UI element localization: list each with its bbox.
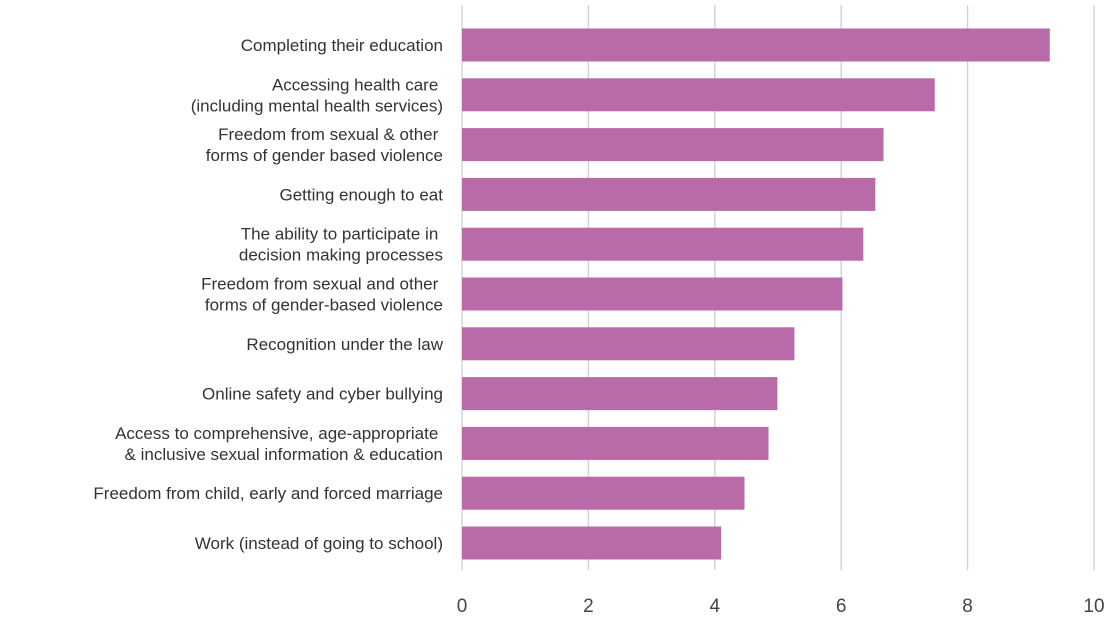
bars (462, 28, 1050, 560)
category-label-3: Getting enough to eat (279, 185, 443, 204)
bar-4 (462, 227, 864, 261)
category-label-line: Getting enough to eat (279, 185, 443, 204)
category-label-line: Freedom from child, early and forced mar… (93, 484, 443, 503)
bar-2 (462, 128, 884, 162)
category-label-line: Access to comprehensive, age-appropriate (115, 424, 443, 443)
bar-0 (462, 28, 1050, 62)
bar-10 (462, 526, 722, 560)
category-label-line: decision making processes (239, 246, 443, 265)
category-label-1: Accessing health care (including mental … (191, 75, 443, 115)
category-label-line: Freedom from sexual and other (201, 275, 443, 294)
x-tick-label-3: 6 (836, 596, 847, 617)
category-label-line: Freedom from sexual & other (218, 125, 443, 144)
bar-8 (462, 426, 769, 460)
bar-7 (462, 377, 778, 411)
x-tick-label-1: 2 (583, 596, 594, 617)
x-tick-label-2: 4 (710, 596, 721, 617)
bar-5 (462, 277, 843, 311)
category-label-line: forms of gender-based violence (205, 296, 443, 315)
category-label-line: (including mental health services) (191, 96, 443, 115)
category-label-6: Recognition under the law (246, 335, 443, 354)
category-label-line: Online safety and cyber bullying (202, 385, 443, 404)
category-label-10: Work (instead of going to school) (195, 534, 443, 553)
category-label-4: The ability to participate in decision m… (239, 225, 443, 265)
bar-9 (462, 476, 745, 510)
bar-1 (462, 78, 935, 112)
bar-6 (462, 327, 795, 361)
category-labels: Completing their education Accessing heal… (93, 36, 443, 553)
category-label-9: Freedom from child, early and forced mar… (93, 484, 443, 503)
category-label-2: Freedom from sexual & other forms of gen… (206, 125, 443, 165)
category-label-0: Completing their education (241, 36, 443, 55)
category-label-line: Recognition under the law (246, 335, 443, 354)
category-label-5: Freedom from sexual and other forms of g… (201, 275, 443, 315)
x-axis-ticks: 0 2 4 6 8 10 (457, 596, 1105, 617)
category-label-line: & inclusive sexual information & educati… (125, 445, 443, 464)
bar-3 (462, 177, 876, 211)
x-tick-label-0: 0 (457, 596, 468, 617)
category-label-line: Accessing health care (272, 75, 443, 94)
category-label-line: Completing their education (241, 36, 443, 55)
x-tick-label-4: 8 (962, 596, 973, 617)
x-tick-label-5: 10 (1083, 596, 1104, 617)
category-label-line: Work (instead of going to school) (195, 534, 443, 553)
category-label-line: The ability to participate in (241, 225, 443, 244)
category-label-8: Access to comprehensive, age-appropriate… (115, 424, 443, 464)
category-label-line: forms of gender based violence (206, 146, 443, 165)
category-label-7: Online safety and cyber bullying (202, 385, 443, 404)
